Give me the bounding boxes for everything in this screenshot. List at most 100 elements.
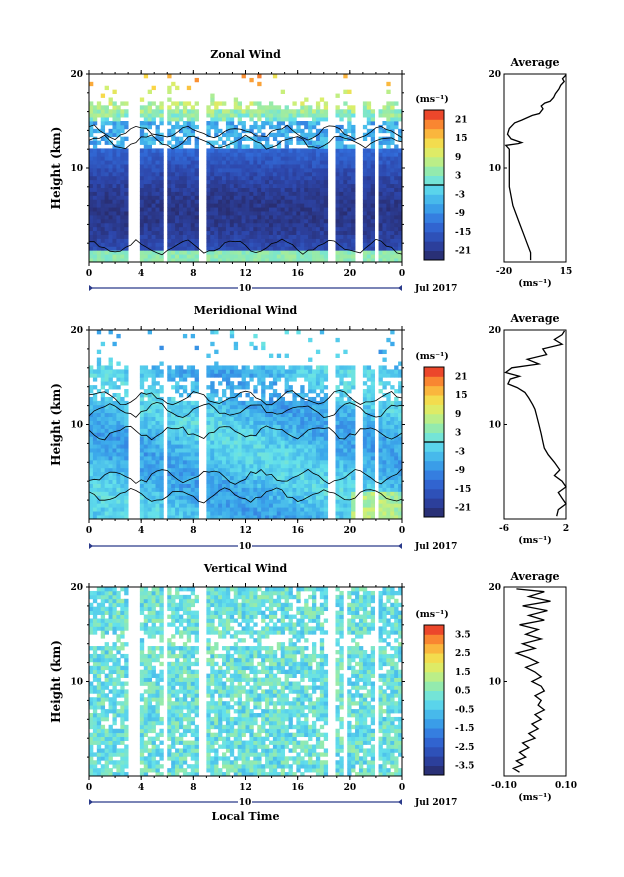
heatmap-cell — [335, 448, 339, 452]
heatmap-cell — [97, 413, 101, 417]
heatmap-cell — [312, 184, 316, 188]
heatmap-cell — [285, 488, 289, 492]
heatmap-cell — [238, 168, 242, 172]
heatmap-cell — [234, 507, 238, 511]
heatmap-cell — [296, 199, 300, 203]
heatmap-cell — [97, 421, 101, 425]
heatmap-cell — [116, 436, 120, 440]
heatmap-cell — [273, 432, 277, 436]
heatmap-cell — [394, 145, 398, 149]
heatmap-cell — [347, 219, 351, 223]
heatmap-cell — [242, 160, 246, 164]
heatmap-cell — [156, 188, 160, 192]
heatmap-cell — [152, 176, 156, 180]
heatmap-cell — [261, 203, 265, 207]
heatmap-cell — [210, 113, 214, 117]
heatmap-cell — [253, 428, 257, 432]
heatmap-cell — [300, 491, 304, 495]
heatmap-cell — [156, 507, 160, 511]
heatmap-cell — [195, 456, 199, 460]
heatmap-cell — [109, 239, 113, 243]
heatmap-cell — [269, 184, 273, 188]
heatmap-cell — [97, 227, 101, 231]
heatmap-cell — [159, 164, 163, 168]
heatmap-cell — [277, 223, 281, 227]
heatmap-cell — [124, 192, 128, 196]
heatmap-cell — [339, 117, 343, 121]
heatmap-cell — [308, 105, 312, 109]
heatmap-cell — [300, 246, 304, 250]
heatmap-cell — [320, 188, 324, 192]
heatmap-cell — [120, 503, 124, 507]
heatmap-cell — [320, 239, 324, 243]
heatmap-cell — [97, 239, 101, 243]
heatmap-cell — [226, 172, 230, 176]
heatmap-cell — [238, 184, 242, 188]
heatmap-cell — [214, 464, 218, 468]
heatmap-cell — [148, 90, 152, 94]
heatmap-cell — [218, 188, 222, 192]
heatmap-cell — [226, 160, 230, 164]
heatmap-cell — [105, 148, 109, 152]
heatmap-cell — [89, 223, 93, 227]
heatmap-cell — [144, 203, 148, 207]
heatmap-cell — [152, 503, 156, 507]
heatmap-cell — [281, 156, 285, 160]
heatmap-cell — [320, 409, 324, 413]
heatmap-cell — [386, 152, 390, 156]
heatmap-cell — [379, 184, 383, 188]
heatmap-cell — [257, 480, 261, 484]
heatmap-cell — [210, 188, 214, 192]
heatmap-cell — [124, 389, 128, 393]
heatmap-cell — [116, 480, 120, 484]
heatmap-cell — [183, 105, 187, 109]
heatmap-cell — [273, 192, 277, 196]
heatmap-cell — [277, 405, 281, 409]
heatmap-cell — [234, 488, 238, 492]
heatmap-cell — [386, 109, 390, 113]
heatmap-cell — [167, 219, 171, 223]
heatmap-cell — [120, 137, 124, 141]
heatmap-cell — [109, 456, 113, 460]
heatmap-cell — [226, 152, 230, 156]
heatmap-cell — [234, 223, 238, 227]
heatmap-cell — [156, 503, 160, 507]
heatmap-cell — [347, 425, 351, 429]
heatmap-cell — [93, 254, 97, 258]
heatmap-cell — [226, 117, 230, 121]
heatmap-cell — [89, 254, 93, 258]
heatmap-cell — [226, 223, 230, 227]
heatmap-cell — [300, 401, 304, 405]
heatmap-cell — [351, 156, 355, 160]
heatmap-cell — [234, 369, 238, 373]
heatmap-cell — [390, 133, 394, 137]
heatmap-cell — [269, 195, 273, 199]
heatmap-cell — [292, 184, 296, 188]
heatmap-cell — [156, 511, 160, 515]
heatmap-cell — [210, 499, 214, 503]
heatmap-cell — [390, 242, 394, 246]
heatmap-cell — [347, 381, 351, 385]
heatmap-cell — [116, 456, 120, 460]
heatmap-cell — [249, 468, 253, 472]
heatmap-cell — [261, 231, 265, 235]
heatmap-cell — [300, 184, 304, 188]
heatmap-cell — [390, 199, 394, 203]
heatmap-cell — [265, 152, 269, 156]
heatmap-cell — [156, 428, 160, 432]
heatmap-cell — [187, 211, 191, 215]
heatmap-cell — [116, 393, 120, 397]
heatmap-cell — [316, 227, 320, 231]
heatmap-cell — [335, 417, 339, 421]
heatmap-cell — [269, 491, 273, 495]
heatmap-cell — [281, 436, 285, 440]
heatmap-cell — [148, 456, 152, 460]
heatmap-cell — [93, 460, 97, 464]
heatmap-cell — [97, 507, 101, 511]
heatmap-cell — [249, 184, 253, 188]
heatmap-cell — [242, 215, 246, 219]
heatmap-cell — [171, 82, 175, 86]
heatmap-cell — [148, 164, 152, 168]
heatmap-cell — [116, 460, 120, 464]
heatmap-cell — [152, 511, 156, 515]
